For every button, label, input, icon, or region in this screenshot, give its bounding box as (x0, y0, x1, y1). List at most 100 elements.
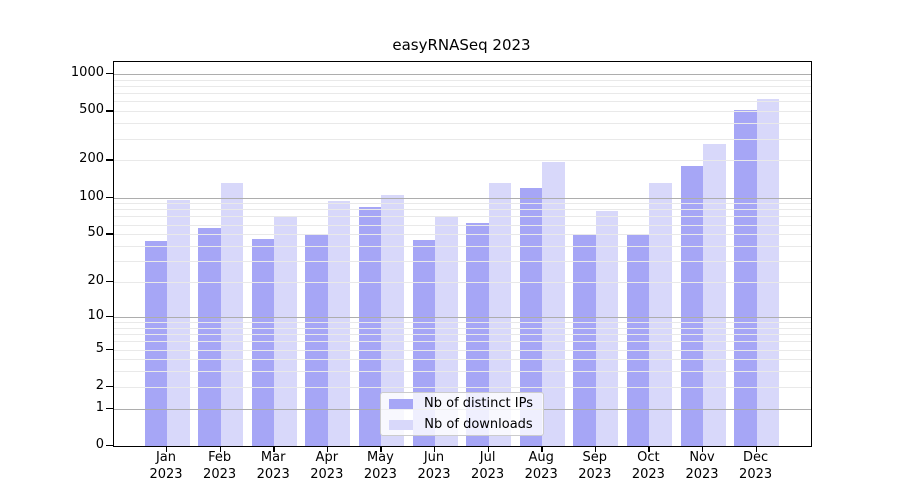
ytick-label-2: 2 (95, 377, 104, 393)
xtick-mark-jan (166, 446, 168, 452)
bar-distinct-ips-oct (626, 234, 650, 446)
gridline-minor-7 (114, 334, 811, 336)
xtick-label-apr: Apr 2023 (310, 450, 344, 482)
gridline-minor-50 (114, 234, 811, 236)
legend-label-downloads: Nb of downloads (424, 417, 533, 432)
ytick-mark-20 (106, 281, 113, 283)
legend-swatch-distinct-ips (389, 398, 413, 409)
xtick-mark-jul (487, 446, 489, 452)
legend-item-downloads: Nb of downloads (389, 417, 535, 432)
xtick-label-jan: Jan 2023 (149, 450, 183, 482)
gridline-minor-400 (114, 123, 811, 125)
bar-downloads-mar (274, 216, 297, 446)
xtick-mark-sep (594, 446, 597, 452)
gridline-minor-600 (114, 101, 811, 103)
gridline-minor-5 (114, 349, 811, 351)
xtick-mark-apr (326, 446, 329, 452)
xtick-mark-may (380, 446, 382, 452)
xtick-label-jun: Jun 2023 (417, 450, 451, 482)
gridline-major-1000 (114, 74, 811, 75)
bar-distinct-ips-dec (734, 110, 757, 446)
ytick-label-100: 100 (79, 188, 104, 204)
xtick-label-mar: Mar 2023 (256, 450, 290, 482)
gridline-minor-20 (114, 282, 811, 284)
ytick-label-500: 500 (79, 102, 104, 118)
gridline-minor-90 (114, 203, 811, 205)
bar-distinct-ips-nov (680, 166, 703, 446)
legend-swatch-downloads (389, 419, 413, 430)
ytick-mark-500 (106, 110, 113, 112)
ytick-label-50: 50 (87, 225, 104, 241)
ytick-mark-50 (106, 233, 113, 235)
gridline-minor-70 (114, 216, 811, 218)
xtick-label-sep: Sep 2023 (578, 450, 612, 482)
gridline-minor-800 (114, 86, 811, 87)
xtick-mark-jun (434, 446, 436, 452)
bar-downloads-nov (703, 144, 726, 446)
gridline-minor-300 (114, 138, 811, 140)
bar-distinct-ips-may (358, 207, 382, 446)
xtick-mark-nov (702, 446, 704, 452)
ytick-mark-0 (106, 445, 113, 447)
ytick-mark-1000 (106, 73, 113, 75)
bar-downloads-dec (756, 98, 780, 446)
xtick-label-jul: Jul 2023 (471, 450, 505, 482)
ytick-label-20: 20 (87, 273, 104, 289)
gridline-minor-200 (114, 160, 811, 162)
gridline-minor-6 (114, 341, 811, 343)
xtick-label-aug: Aug 2023 (524, 450, 558, 482)
legend-label-distinct-ips: Nb of distinct IPs (424, 396, 533, 411)
gridline-minor-2 (114, 386, 811, 388)
chart-title: easyRNASeq 2023 (392, 36, 531, 54)
gridline-major-10 (114, 316, 811, 318)
ytick-mark-10 (106, 315, 113, 318)
ytick-mark-1 (106, 407, 113, 410)
bar-downloads-jun (435, 215, 458, 446)
bar-distinct-ips-jan (144, 241, 167, 446)
bar-downloads-feb (220, 183, 244, 446)
gridline-minor-40 (114, 246, 811, 248)
ytick-label-5: 5 (95, 340, 104, 356)
gridline-minor-4 (114, 359, 811, 361)
ytick-label-1: 1 (95, 399, 104, 415)
gridline-minor-500 (114, 111, 811, 113)
gridline-major-100 (114, 197, 811, 199)
ytick-label-0: 0 (95, 437, 104, 452)
xtick-label-dec: Dec 2023 (739, 450, 773, 482)
ytick-label-200: 200 (79, 151, 104, 167)
xtick-label-feb: Feb 2023 (203, 450, 237, 482)
xtick-mark-feb (219, 446, 221, 452)
gridline-minor-700 (114, 93, 811, 95)
xtick-label-may: May 2023 (363, 450, 397, 482)
xtick-label-nov: Nov 2023 (685, 450, 719, 482)
ytick-mark-100 (106, 196, 113, 198)
gridline-minor-80 (114, 209, 811, 211)
bar-downloads-apr (327, 201, 351, 446)
bar-downloads-oct (649, 183, 672, 446)
bar-distinct-ips-mar (251, 238, 275, 446)
gridline-minor-900 (114, 79, 811, 81)
ytick-label-10: 10 (87, 307, 104, 323)
xtick-mark-aug (541, 446, 543, 452)
gridline-minor-9 (114, 322, 811, 324)
ytick-label-1000: 1000 (70, 65, 104, 80)
bar-downloads-jul (488, 183, 512, 446)
xtick-mark-mar (273, 446, 275, 452)
legend-item-distinct-ips: Nb of distinct IPs (389, 396, 535, 411)
xtick-label-oct: Oct 2023 (631, 450, 665, 482)
bar-downloads-aug (542, 161, 565, 446)
gridline-minor-8 (114, 327, 811, 329)
y-axis: 0 1 2 5 10 20 50 100 200 500 1000 (0, 61, 104, 452)
ytick-mark-5 (106, 348, 113, 350)
bar-downloads-may (381, 195, 404, 446)
bar-distinct-ips-sep (573, 234, 596, 446)
gridline-minor-3 (114, 371, 811, 373)
gridline-minor-60 (114, 224, 811, 226)
xtick-mark-dec (755, 446, 757, 452)
ytick-mark-200 (106, 159, 113, 161)
ytick-mark-2 (106, 385, 113, 388)
legend: Nb of distinct IPs Nb of downloads (380, 392, 544, 436)
gridline-minor-30 (114, 261, 811, 263)
xtick-mark-oct (648, 446, 650, 452)
